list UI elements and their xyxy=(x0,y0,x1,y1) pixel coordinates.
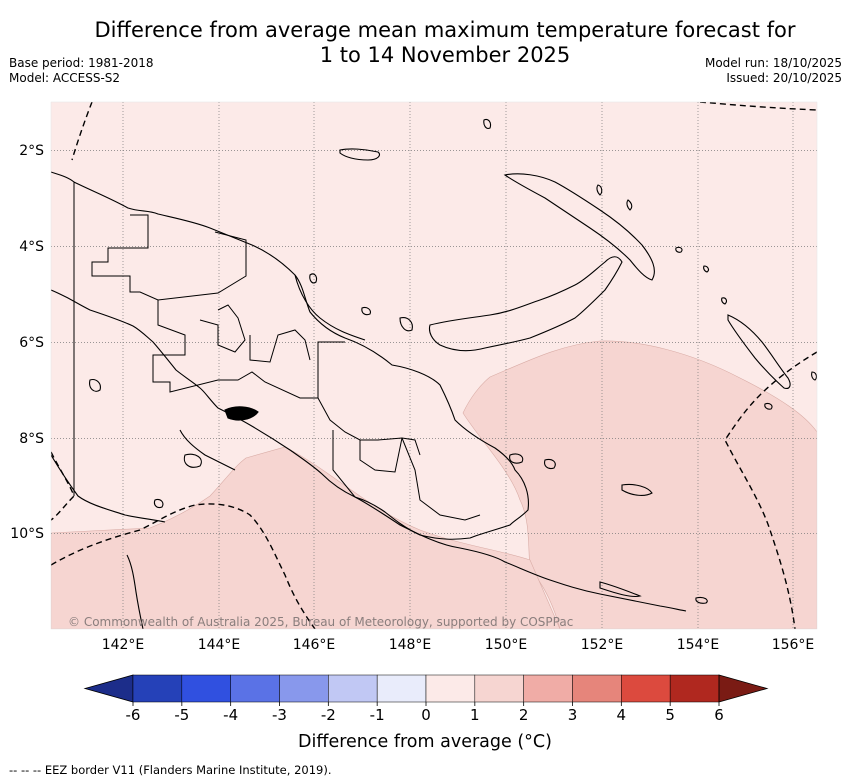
colorbar-segment xyxy=(523,674,573,703)
colorbar-tick-label: -1 xyxy=(370,706,385,724)
colorbar-tick-label: -6 xyxy=(126,706,141,724)
colorbar-arrow-high xyxy=(718,674,769,703)
model-name: Model: ACCESS-S2 xyxy=(9,71,121,85)
title-line-2: 1 to 14 November 2025 xyxy=(319,43,571,67)
admin-borders xyxy=(73,182,481,521)
colorbar-segment xyxy=(328,674,378,703)
issued-date: Issued: 20/10/2025 xyxy=(726,71,842,85)
south-coast xyxy=(51,454,166,523)
lon-label: 146°E xyxy=(293,637,336,653)
colorbar-segment xyxy=(572,674,622,703)
colorbar-tick-label: 4 xyxy=(617,706,627,724)
lon-label: 144°E xyxy=(198,637,241,653)
colorbar-tick-label: 5 xyxy=(665,706,675,724)
lat-label: 8°S xyxy=(19,431,44,447)
manus-island xyxy=(339,148,381,161)
meta-right: Model run: 18/10/2025 Issued: 20/10/2025 xyxy=(705,56,842,86)
colorbar-segment xyxy=(474,674,524,703)
colorbar-tick-label: 3 xyxy=(568,706,578,724)
new-britain xyxy=(428,256,623,352)
model-run: Model run: 18/10/2025 xyxy=(704,56,842,70)
base-period: Base period: 1981-2018 xyxy=(9,56,154,70)
lon-label: 156°E xyxy=(772,637,815,653)
colorbar-tick-label: 1 xyxy=(470,706,480,724)
copyright-text: © Commonwealth of Australia 2025, Bureau… xyxy=(68,615,573,629)
lon-label: 152°E xyxy=(581,637,624,653)
colorbar-segment xyxy=(132,674,183,703)
colorbar-label: Difference from average (°C) xyxy=(298,732,552,752)
meta-left: Base period: 1981-2018 Model: ACCESS-S2 xyxy=(9,56,154,86)
colorbar-tick-label: 0 xyxy=(421,706,431,724)
anomaly-region-south xyxy=(51,446,561,629)
bougainville xyxy=(727,314,791,389)
colorbar-segment xyxy=(621,674,671,703)
lon-label: 154°E xyxy=(677,637,720,653)
lon-label: 142°E xyxy=(102,637,145,653)
eez-legend-note: -- -- -- EEZ border V11 (Flanders Marine… xyxy=(9,763,332,777)
lon-label: 150°E xyxy=(485,637,528,653)
cape-york xyxy=(126,554,144,629)
lat-label: 10°S xyxy=(10,526,44,542)
lat-label: 4°S xyxy=(19,239,44,255)
lat-labels: 2°S 4°S 6°S 8°S 10°S xyxy=(10,143,44,542)
new-ireland xyxy=(503,173,655,281)
title-line-1: Difference from average mean maximum tem… xyxy=(94,18,796,42)
colorbar-segment xyxy=(376,674,427,703)
lat-label: 2°S xyxy=(19,143,44,159)
eez-borders xyxy=(51,102,817,629)
papuan-peninsula xyxy=(354,496,687,612)
map-title: Difference from average mean maximum tem… xyxy=(80,18,810,68)
lat-label: 6°S xyxy=(19,335,44,351)
lon-label: 148°E xyxy=(389,637,432,653)
colorbar-tick-label: 2 xyxy=(519,706,529,724)
colorbar-segment xyxy=(669,674,720,703)
colorbar-segment xyxy=(279,674,329,703)
png-mainland xyxy=(51,171,529,540)
colorbar-tick-label: 6 xyxy=(714,706,724,724)
colorbar-tick-label: -3 xyxy=(272,706,287,724)
lon-labels: 142°E 144°E 146°E 148°E 150°E 152°E 154°… xyxy=(102,637,815,653)
coastlines xyxy=(51,118,817,629)
colorbar: -6 -5 -4 -3 -2 -1 0 1 2 3 4 5 6 xyxy=(83,674,769,724)
colorbar-segment xyxy=(425,674,476,703)
north-coast xyxy=(294,274,366,341)
colorbar-tick-label: -2 xyxy=(321,706,336,724)
colorbar-arrow-low xyxy=(83,674,134,703)
anomaly-region-east xyxy=(462,340,817,629)
colorbar-segment xyxy=(230,674,280,703)
colorbar-tick-label: -4 xyxy=(223,706,238,724)
colorbar-segment xyxy=(181,674,231,703)
colorbar-tick-label: -5 xyxy=(174,706,189,724)
